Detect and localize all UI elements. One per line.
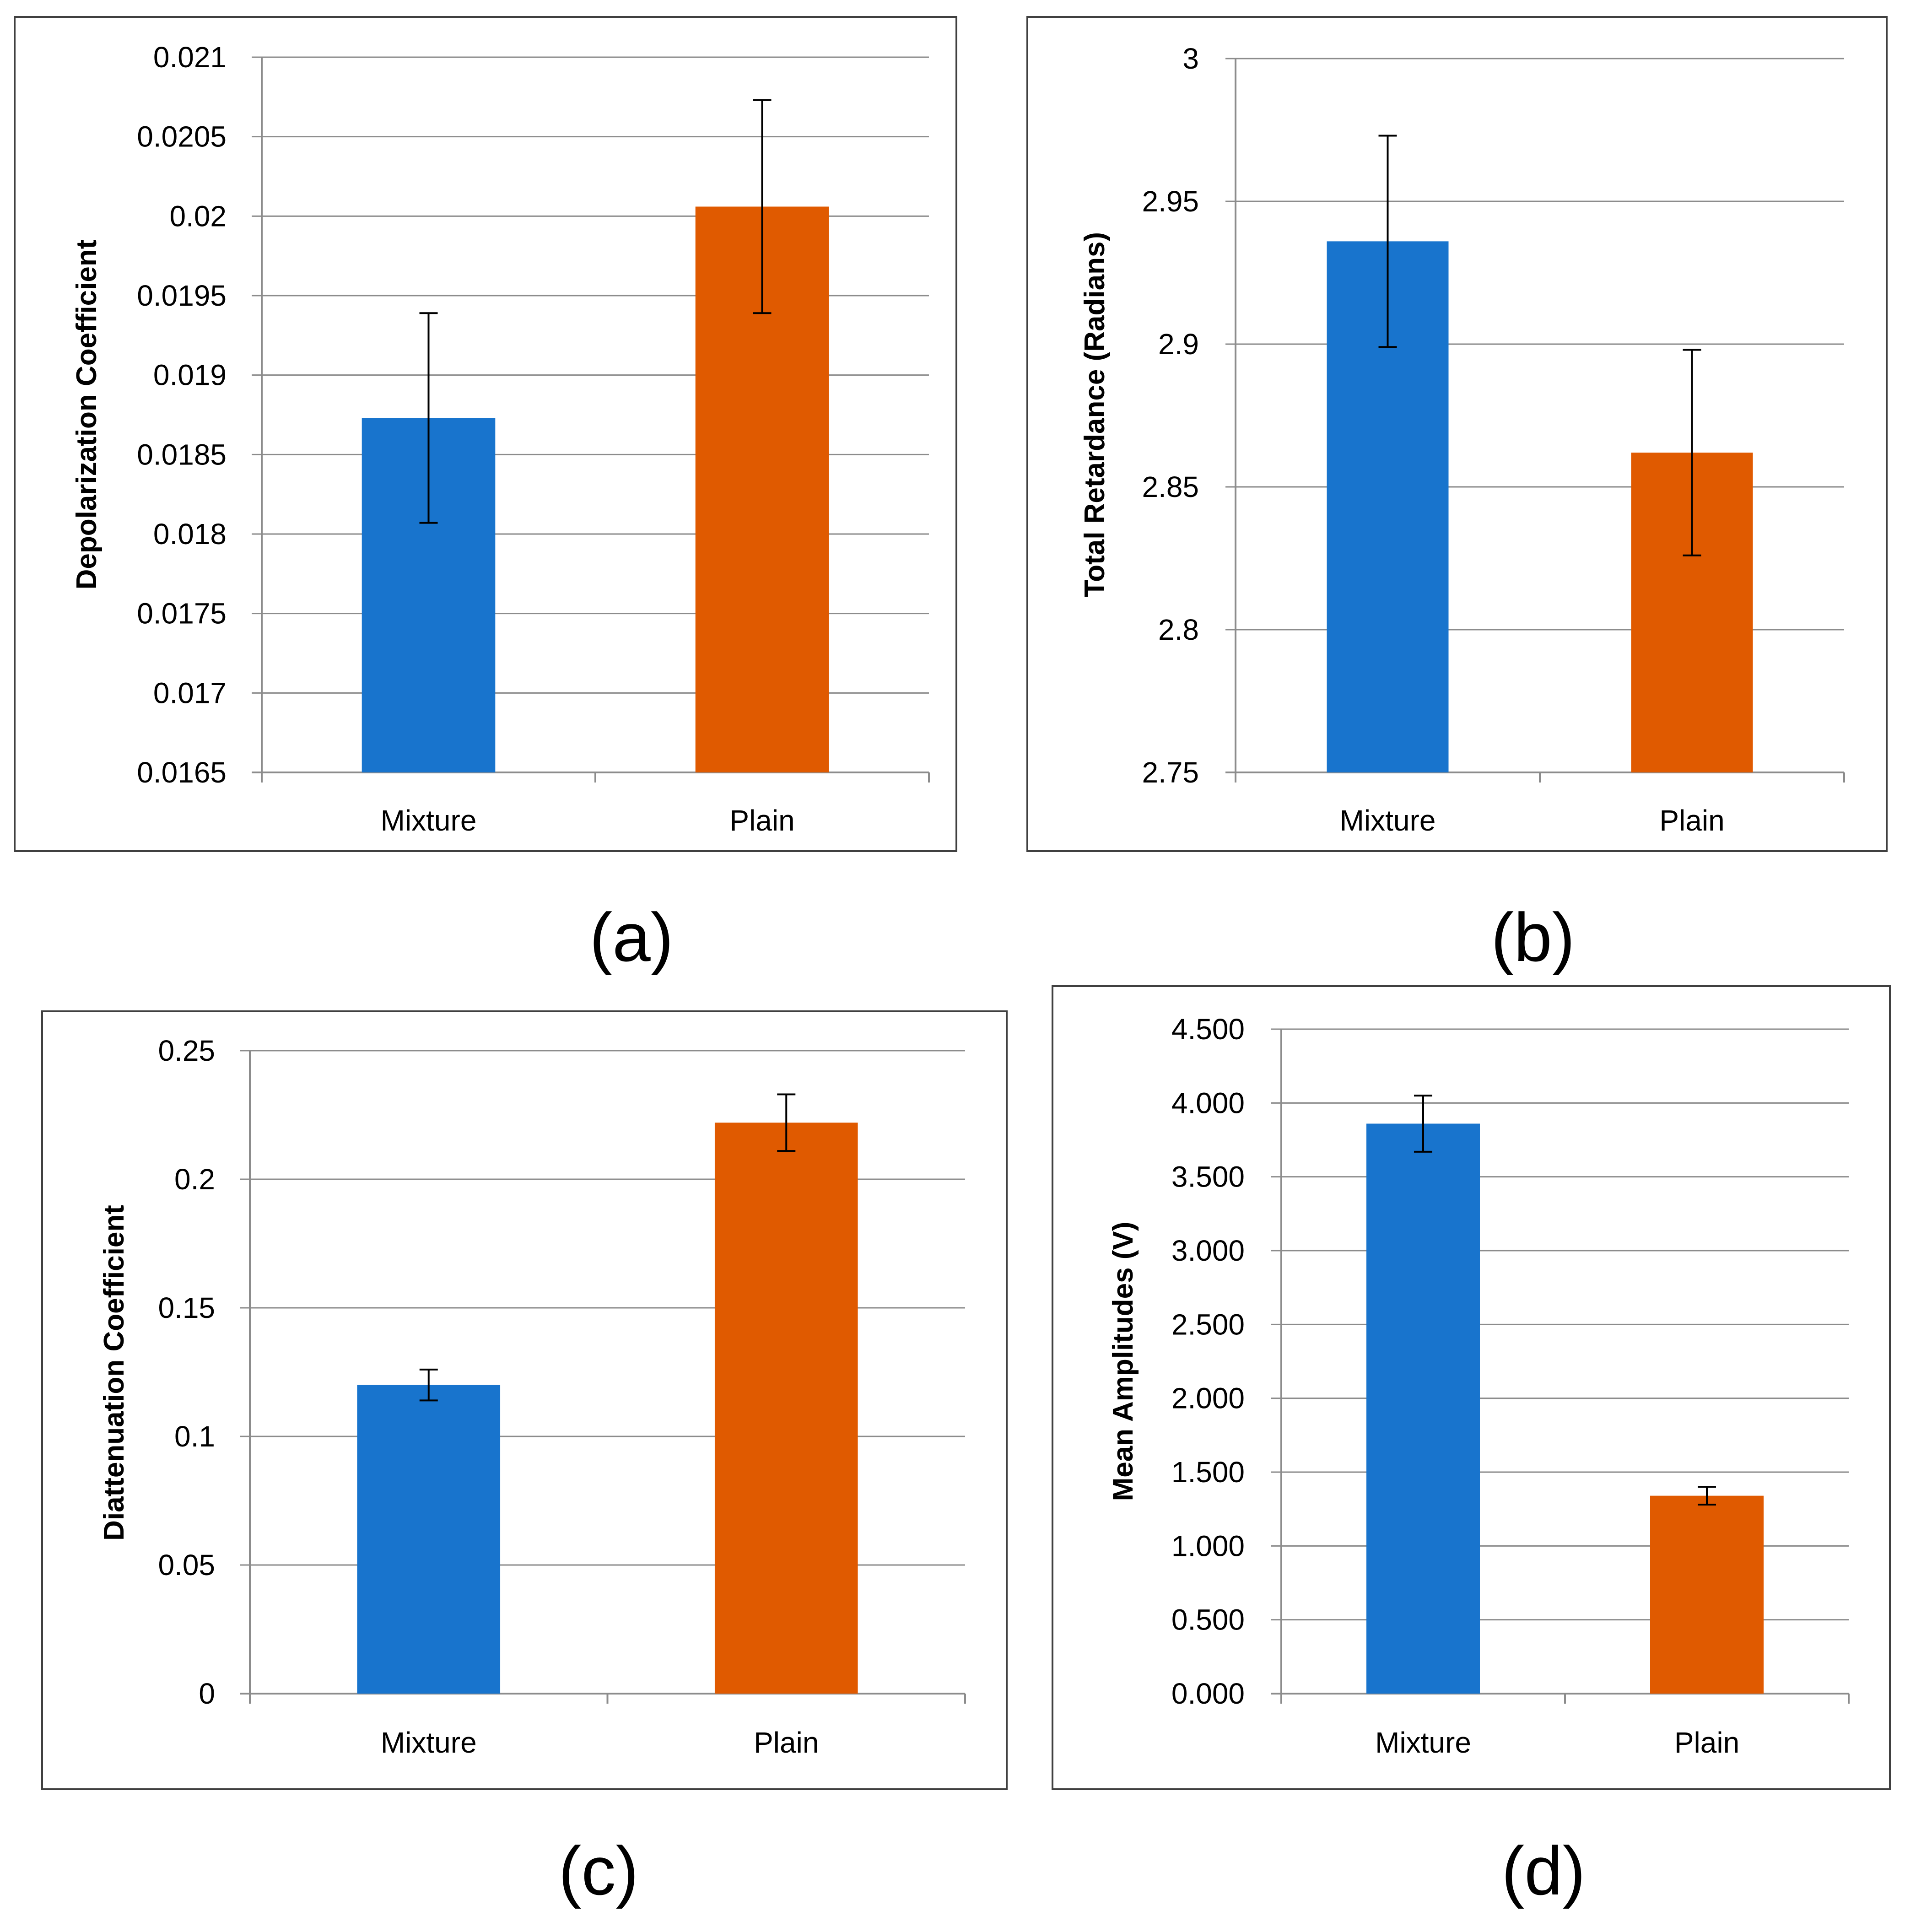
y-tick-label: 4.000 <box>1171 1086 1245 1119</box>
y-tick-label: 2.85 <box>1142 470 1199 503</box>
y-tick-label: 0.15 <box>158 1291 215 1324</box>
y-tick-label: 0.500 <box>1171 1603 1245 1636</box>
y-tick-label: 2.000 <box>1171 1382 1245 1415</box>
x-category-label: Mixture <box>381 804 477 837</box>
y-axis-label: Mean Amplitudes (V) <box>1107 1222 1139 1501</box>
y-tick-label: 0.0185 <box>137 438 227 471</box>
x-category-label: Mixture <box>1375 1726 1471 1759</box>
y-axis-label: Depolarization Coefficient <box>71 240 103 590</box>
error-bar <box>1414 1095 1432 1153</box>
chart-frame <box>1026 16 1888 852</box>
bar-mixture <box>357 1385 501 1694</box>
chart-frame <box>14 16 957 852</box>
chart-panel: 0.000 0.500 1.000 1.500 2.000 2.500 3.000 3.500… <box>1052 985 1891 1909</box>
y-tick-label: 0.021 <box>153 41 227 74</box>
chart-frame <box>41 1010 1008 1790</box>
error-bar <box>1698 1486 1716 1506</box>
y-tick-label: 2.8 <box>1158 613 1199 646</box>
y-tick-label: 0.25 <box>158 1034 215 1067</box>
y-tick-label: 0.1 <box>174 1420 215 1453</box>
bar-plain <box>714 1123 858 1694</box>
chart-frame <box>1052 985 1891 1790</box>
panel-label: (c) <box>559 1832 639 1909</box>
y-tick-label: 1.500 <box>1171 1456 1245 1489</box>
chart-panel: 2.75 2.8 2.85 2.9 2.95 3 Mixture Plain Total Ret… <box>1026 16 1888 976</box>
x-category-label: Plain <box>1659 804 1724 837</box>
chart-panel: 0.0165 0.017 0.0175 0.018 0.0185 0.019 0.0195 0… <box>14 16 957 976</box>
y-tick-label: 0.000 <box>1171 1677 1245 1710</box>
y-tick-label: 3.500 <box>1171 1160 1245 1193</box>
y-tick-label: 0.019 <box>153 359 227 392</box>
y-tick-label: 1.000 <box>1171 1529 1245 1562</box>
x-category-label: Mixture <box>381 1726 477 1759</box>
y-tick-label: 0.0175 <box>137 597 227 630</box>
x-category-label: Plain <box>754 1726 819 1759</box>
y-tick-label: 0 <box>199 1677 215 1710</box>
y-axis-label: Diattenuation Coefficient <box>98 1205 130 1541</box>
y-tick-label: 0.018 <box>153 518 227 550</box>
error-bar <box>419 1368 438 1402</box>
y-tick-label: 3.000 <box>1171 1234 1245 1267</box>
x-category-label: Plain <box>1674 1726 1739 1759</box>
y-tick-label: 4.500 <box>1171 1013 1245 1046</box>
y-tick-label: 2.75 <box>1142 756 1199 789</box>
error-bar <box>777 1093 796 1152</box>
y-axis-label: Total Retardance (Radians) <box>1079 232 1111 597</box>
y-tick-label: 0.02 <box>169 200 227 232</box>
chart-panel: 0 0.05 0.1 0.15 0.2 0.25 Mixture Plain Diattenua… <box>41 1010 1008 1909</box>
y-tick-label: 3 <box>1182 42 1199 75</box>
error-bar <box>1378 135 1397 348</box>
bar-plain <box>1650 1495 1764 1694</box>
y-tick-label: 0.0165 <box>137 756 227 789</box>
x-category-label: Mixture <box>1340 804 1436 837</box>
panel-label: (a) <box>589 899 673 976</box>
panel-label: (d) <box>1501 1832 1585 1909</box>
y-tick-label: 0.05 <box>158 1549 215 1581</box>
y-tick-label: 2.95 <box>1142 185 1199 218</box>
y-tick-label: 0.0205 <box>137 120 227 153</box>
error-bar <box>419 312 438 524</box>
panel-label: (b) <box>1491 899 1575 976</box>
error-bar <box>753 99 772 314</box>
error-bar <box>1683 349 1701 556</box>
y-tick-label: 2.9 <box>1158 328 1199 361</box>
bar-mixture <box>1366 1123 1480 1694</box>
y-tick-label: 2.500 <box>1171 1308 1245 1341</box>
y-tick-label: 0.0195 <box>137 279 227 312</box>
y-tick-label: 0.017 <box>153 676 227 709</box>
x-category-label: Plain <box>729 804 794 837</box>
y-tick-label: 0.2 <box>174 1163 215 1196</box>
